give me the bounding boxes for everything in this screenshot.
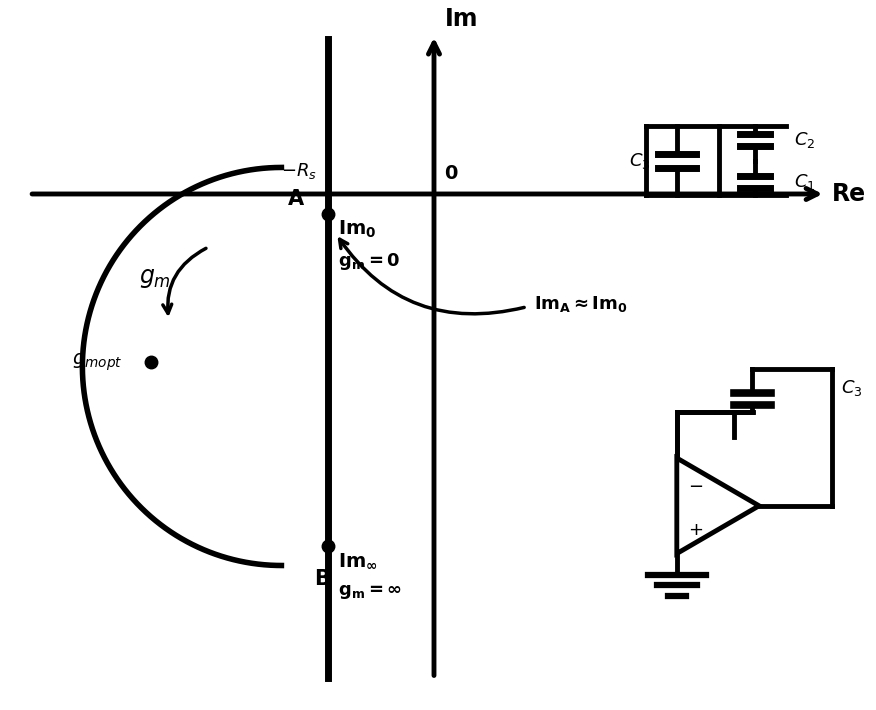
Text: $+$: $+$ xyxy=(688,520,703,539)
Text: Re: Re xyxy=(832,182,866,206)
Text: $g_m$: $g_m$ xyxy=(139,266,172,290)
Text: $-$: $-$ xyxy=(688,476,703,493)
Text: $\mathbf{Im_A \approx Im_0}$: $\mathbf{Im_A \approx Im_0}$ xyxy=(533,294,627,314)
Text: Im: Im xyxy=(445,7,478,31)
Text: 0: 0 xyxy=(445,165,458,183)
Text: B: B xyxy=(314,569,330,589)
Text: $-R_s$: $-R_s$ xyxy=(281,160,317,181)
Text: $\mathbf{Im_\infty}$: $\mathbf{Im_\infty}$ xyxy=(338,552,378,571)
Text: $g_{mopt}$: $g_{mopt}$ xyxy=(72,351,122,373)
Text: $C_1$: $C_1$ xyxy=(794,172,815,192)
Text: $\mathbf{Im_0}$: $\mathbf{Im_0}$ xyxy=(338,219,377,241)
Text: $C_3$: $C_3$ xyxy=(629,151,650,171)
Text: A: A xyxy=(288,189,304,209)
Text: $C_2$: $C_2$ xyxy=(794,130,815,150)
Text: $\mathbf{g_m{=}\infty}$: $\mathbf{g_m{=}\infty}$ xyxy=(338,583,403,601)
Text: $C_3$: $C_3$ xyxy=(841,378,863,398)
Text: $\mathbf{g_m{=}0}$: $\mathbf{g_m{=}0}$ xyxy=(338,251,401,272)
